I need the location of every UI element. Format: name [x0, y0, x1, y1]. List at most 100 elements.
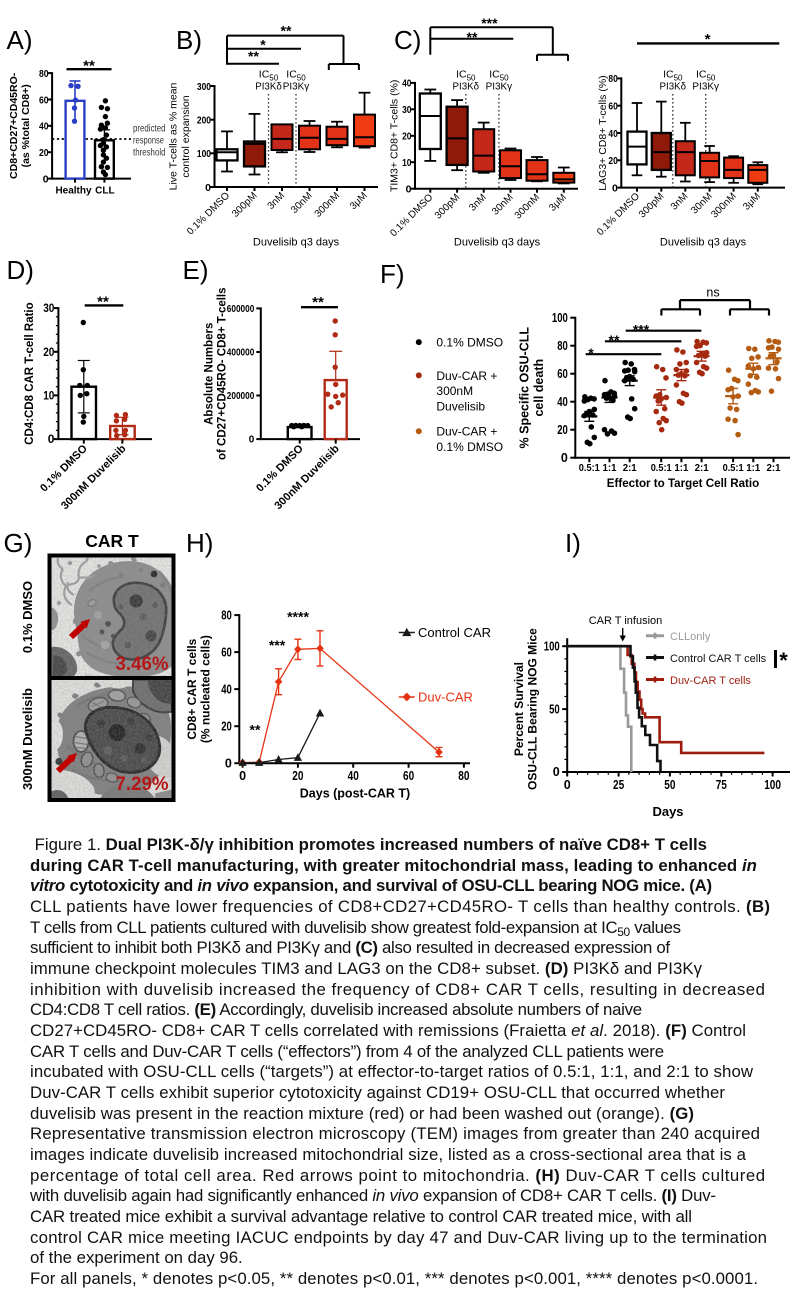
- svg-text:300nM Duvelisib: 300nM Duvelisib: [272, 443, 342, 513]
- svg-text:2:1: 2:1: [767, 462, 781, 474]
- svg-text:**: **: [281, 23, 292, 39]
- svg-text:Duvelisib q3 days: Duvelisib q3 days: [253, 237, 340, 249]
- svg-text:0.1% DMSO: 0.1% DMSO: [595, 191, 642, 238]
- svg-text:3nM: 3nM: [669, 191, 691, 213]
- svg-text:0.1% DMSO: 0.1% DMSO: [436, 336, 503, 350]
- svg-text:80: 80: [557, 339, 568, 353]
- svg-text:0: 0: [564, 778, 571, 792]
- svg-text:300nM: 300nM: [513, 192, 542, 221]
- svg-text:**: **: [83, 58, 95, 75]
- svg-text:PI3Kδ: PI3Kδ: [453, 82, 480, 93]
- svg-text:****: ****: [287, 609, 309, 625]
- svg-text:CAR T: CAR T: [85, 531, 139, 551]
- svg-text:C): C): [394, 25, 421, 55]
- svg-text:40: 40: [402, 78, 412, 90]
- svg-text:Duvelisib q3 days: Duvelisib q3 days: [660, 237, 747, 249]
- svg-text:ns: ns: [706, 286, 719, 300]
- svg-text:60: 60: [608, 101, 618, 113]
- svg-text:CAR T infusion: CAR T infusion: [589, 615, 663, 627]
- svg-text:300pM: 300pM: [433, 192, 462, 221]
- svg-text:3μM: 3μM: [547, 192, 569, 214]
- svg-text:F): F): [380, 259, 405, 289]
- svg-text:60: 60: [39, 94, 49, 106]
- svg-text:0.5:1: 0.5:1: [579, 462, 600, 474]
- svg-text:of CD27+CD45RO- CD8+ T-cells: of CD27+CD45RO- CD8+ T-cells: [217, 287, 229, 460]
- svg-text:LAG3+ CD8+ T-cells (%): LAG3+ CD8+ T-cells (%): [597, 75, 609, 190]
- svg-text:***: ***: [481, 15, 498, 31]
- svg-text:A): A): [7, 25, 33, 55]
- svg-text:30: 30: [402, 104, 412, 116]
- svg-text:40: 40: [608, 128, 618, 140]
- svg-text:100: 100: [197, 148, 211, 160]
- svg-text:80: 80: [608, 73, 618, 85]
- svg-text:CD8+CD27+CD45RO-: CD8+CD27+CD45RO-: [8, 72, 20, 179]
- svg-text:20: 20: [39, 147, 49, 159]
- svg-text:Control CAR: Control CAR: [418, 625, 491, 640]
- svg-text:*: *: [705, 31, 711, 48]
- svg-text:0: 0: [239, 769, 246, 783]
- svg-text:300: 300: [197, 81, 211, 93]
- svg-text:Effector to Target Cell Ratio: Effector to Target Cell Ratio: [607, 477, 759, 490]
- svg-text:10: 10: [402, 157, 412, 169]
- svg-text:2:1: 2:1: [695, 462, 709, 474]
- svg-text:**: **: [312, 294, 324, 311]
- svg-text:200000: 200000: [227, 391, 255, 402]
- svg-text:200: 200: [197, 115, 211, 127]
- svg-text:**: **: [248, 48, 259, 64]
- svg-text:I): I): [565, 528, 581, 558]
- svg-text:CD4:CD8 CAR T-cell Ratio: CD4:CD8 CAR T-cell Ratio: [24, 302, 36, 445]
- svg-text:% Specific OSU-CLL: % Specific OSU-CLL: [517, 327, 531, 449]
- svg-text:40: 40: [221, 682, 232, 696]
- svg-text:0: 0: [249, 435, 255, 446]
- svg-text:1:1: 1:1: [603, 462, 617, 474]
- svg-text:0.5:1: 0.5:1: [651, 462, 672, 474]
- svg-text:Days (post-CAR T): Days (post-CAR T): [300, 787, 410, 801]
- svg-text:PI3Kγ: PI3Kγ: [486, 82, 513, 93]
- svg-text:CLLonly: CLLonly: [670, 631, 711, 643]
- svg-text:0.1% DMSO: 0.1% DMSO: [20, 581, 35, 653]
- svg-text:Duv-CAR T cells: Duv-CAR T cells: [670, 675, 751, 687]
- svg-text:60: 60: [221, 645, 232, 659]
- svg-text:0.1% DMSO: 0.1% DMSO: [388, 192, 435, 239]
- svg-text:IC50: IC50: [259, 69, 279, 83]
- svg-text:50: 50: [664, 778, 675, 792]
- svg-text:**: **: [609, 332, 620, 348]
- svg-text:300pM: 300pM: [637, 191, 666, 220]
- svg-text:Duv-CAR +: Duv-CAR +: [436, 425, 497, 439]
- svg-text:60: 60: [557, 367, 568, 381]
- svg-text:0: 0: [553, 765, 560, 779]
- svg-text:600000: 600000: [227, 304, 255, 315]
- svg-text:***: ***: [269, 637, 286, 653]
- svg-text:control expansion: control expansion: [180, 95, 192, 177]
- svg-text:cell death: cell death: [532, 359, 546, 417]
- svg-text:Control CAR T cells: Control CAR T cells: [670, 653, 767, 665]
- svg-text:Duv-CAR: Duv-CAR: [418, 690, 473, 705]
- svg-text:3μM: 3μM: [348, 190, 370, 212]
- svg-text:40: 40: [39, 121, 49, 133]
- svg-text:Healthy: Healthy: [55, 186, 92, 197]
- svg-text:7.29%: 7.29%: [116, 773, 169, 795]
- svg-text:Live T-cells as % mean: Live T-cells as % mean: [168, 82, 180, 190]
- svg-text:**: **: [467, 29, 478, 45]
- svg-text:CD8+ CAR T cells: CD8+ CAR T cells: [185, 638, 199, 739]
- svg-text:IC50: IC50: [696, 69, 716, 83]
- svg-text:300nM Duvelisib: 300nM Duvelisib: [59, 443, 129, 513]
- svg-text:Duv-CAR +: Duv-CAR +: [436, 369, 497, 383]
- svg-text:Days: Days: [652, 804, 683, 819]
- svg-text:100: 100: [544, 639, 560, 653]
- svg-text:20: 20: [221, 719, 232, 733]
- svg-text:60: 60: [403, 769, 414, 783]
- svg-text:response: response: [133, 135, 164, 147]
- svg-text:80: 80: [458, 769, 469, 783]
- svg-text:0: 0: [225, 756, 232, 770]
- svg-text:20: 20: [292, 769, 303, 783]
- svg-text:*: *: [588, 345, 594, 361]
- svg-text:G): G): [4, 528, 33, 558]
- svg-text:Absolute Numbers: Absolute Numbers: [204, 323, 216, 425]
- svg-text:20: 20: [557, 423, 568, 437]
- svg-text:80: 80: [39, 68, 49, 80]
- svg-text:CLL: CLL: [95, 186, 114, 197]
- svg-text:1:1: 1:1: [746, 462, 760, 474]
- svg-text:*: *: [779, 648, 788, 673]
- svg-text:50: 50: [549, 702, 560, 716]
